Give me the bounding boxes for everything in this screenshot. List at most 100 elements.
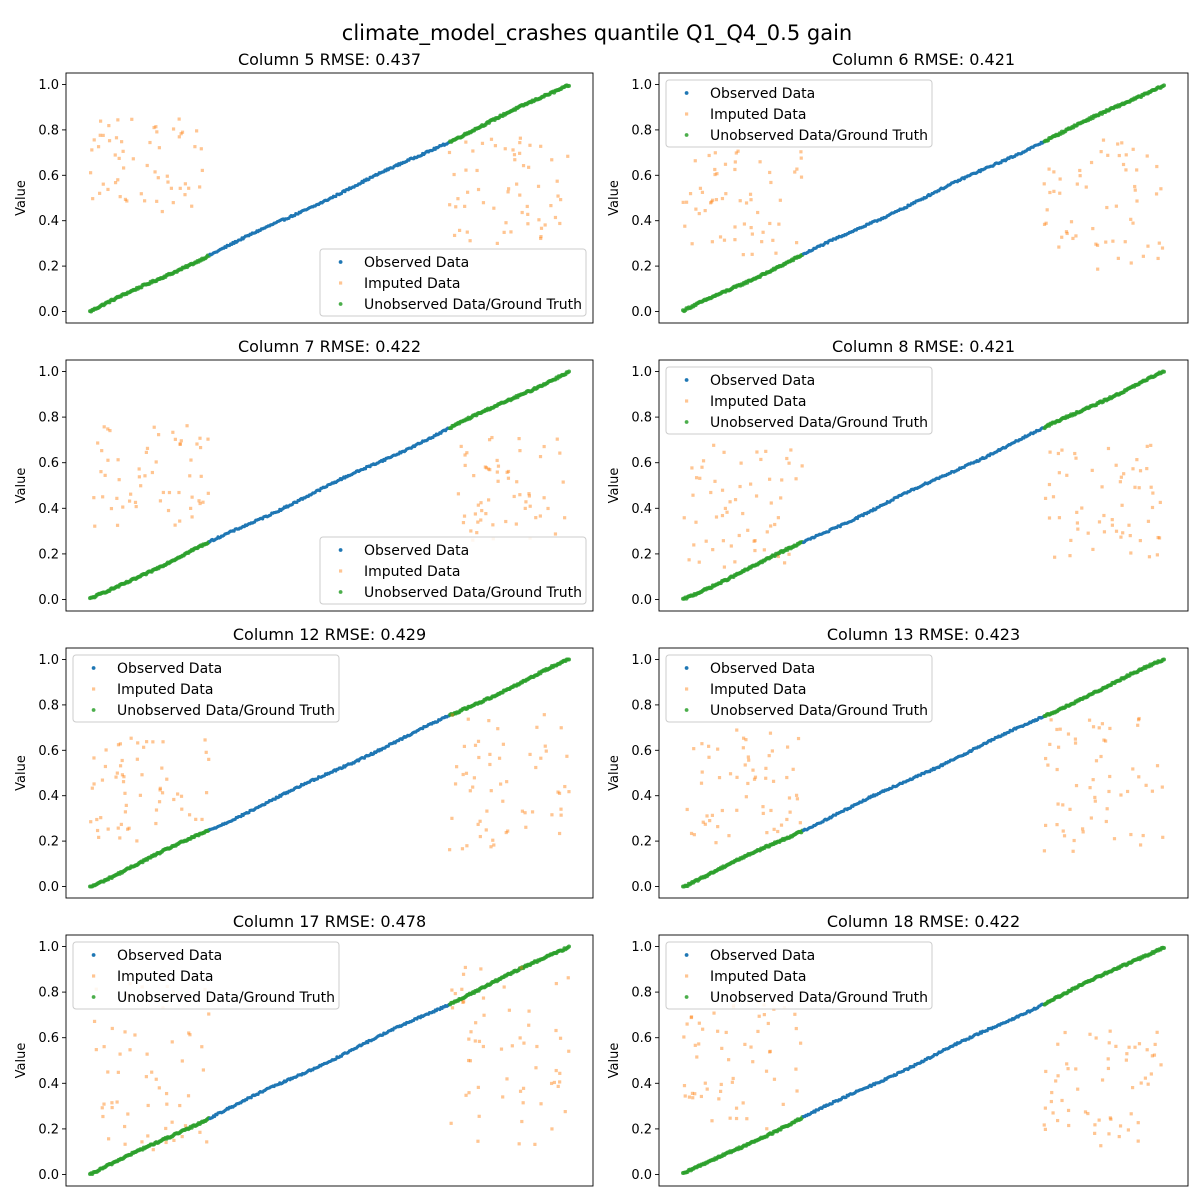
imputed-point	[750, 232, 754, 236]
imputed-point	[1105, 807, 1109, 811]
imputed-point	[165, 777, 169, 781]
imputed-point	[530, 810, 535, 814]
imputed-point	[190, 495, 194, 499]
imputed-point	[765, 831, 769, 835]
imputed-point	[1078, 174, 1082, 178]
imputed-point	[484, 828, 488, 832]
imputed-point	[538, 454, 543, 459]
y-tick-label: 0.6	[631, 456, 652, 471]
imputed-point	[101, 133, 105, 137]
ground-truth-point	[1162, 657, 1166, 662]
imputed-point	[1094, 1036, 1098, 1040]
imputed-point	[90, 148, 94, 152]
imputed-point	[561, 480, 565, 484]
y-tick-label: 0.0	[38, 305, 59, 320]
imputed-point	[1104, 240, 1108, 244]
imputed-point	[519, 966, 523, 970]
imputed-point	[764, 1069, 769, 1073]
imputed-point	[690, 1091, 695, 1095]
imputed-point	[501, 799, 505, 803]
imputed-point	[460, 847, 465, 851]
imputed-point	[129, 492, 133, 496]
imputed-point	[552, 1080, 556, 1085]
imputed-point	[785, 456, 789, 461]
imputed-point	[117, 156, 121, 160]
imputed-point	[539, 226, 544, 230]
imputed-point	[744, 201, 749, 205]
y-tick-label: 0.2	[38, 835, 59, 850]
imputed-point	[709, 200, 714, 204]
imputed-point	[760, 240, 764, 244]
legend-marker	[339, 281, 343, 285]
imputed-point	[123, 1030, 127, 1034]
imputed-point	[1094, 242, 1098, 246]
legend-label: Observed Data	[710, 661, 815, 677]
imputed-point	[527, 165, 531, 169]
imputed-point	[700, 190, 705, 194]
imputed-point	[167, 490, 172, 495]
imputed-point	[759, 457, 763, 462]
imputed-point	[756, 1029, 760, 1034]
imputed-point	[550, 158, 554, 162]
imputed-point	[1063, 1030, 1067, 1035]
imputed-point	[710, 813, 714, 817]
imputed-point	[1133, 485, 1137, 489]
imputed-point	[753, 775, 758, 779]
imputed-point	[689, 831, 694, 836]
imputed-point	[734, 1106, 739, 1110]
legend-label: Observed Data	[117, 948, 222, 964]
imputed-point	[496, 464, 501, 468]
imputed-point	[158, 788, 162, 792]
imputed-point	[471, 785, 475, 789]
imputed-point	[714, 841, 718, 845]
imputed-point	[469, 529, 473, 533]
imputed-point	[1048, 742, 1052, 746]
imputed-point	[450, 713, 454, 717]
imputed-point	[558, 221, 562, 226]
imputed-point	[1121, 162, 1126, 167]
imputed-point	[798, 821, 802, 825]
imputed-point	[1149, 485, 1153, 489]
axes-frame	[65, 359, 594, 612]
imputed-point	[140, 1140, 144, 1144]
axes-frame	[658, 647, 1189, 899]
imputed-point	[1145, 154, 1149, 158]
imputed-point	[1155, 764, 1160, 768]
imputed-point	[690, 242, 694, 246]
imputed-point	[1069, 538, 1073, 543]
imputed-point	[779, 823, 784, 827]
imputed-point	[755, 450, 759, 454]
imputed-point	[116, 458, 120, 462]
imputed-point	[722, 565, 726, 569]
imputed-point	[118, 742, 122, 746]
imputed-point	[504, 830, 508, 835]
legend-box	[665, 79, 933, 148]
imputed-point	[161, 740, 165, 744]
imputed-point	[120, 773, 124, 777]
imputed-point	[1071, 849, 1075, 853]
imputed-point	[556, 1084, 560, 1089]
imputed-point	[772, 1077, 777, 1081]
imputed-point	[1065, 1062, 1069, 1066]
imputed-point	[1141, 833, 1145, 838]
imputed-point	[468, 239, 472, 243]
imputed-point	[688, 192, 693, 196]
imputed-point	[716, 1029, 720, 1033]
imputed-point	[199, 474, 203, 478]
imputed-point	[751, 768, 755, 772]
axes-frame	[658, 72, 1189, 324]
imputed-point	[1157, 536, 1162, 540]
imputed-point	[1078, 168, 1082, 173]
subplot-title: Column 17 RMSE: 0.478	[233, 912, 426, 931]
y-axis-label: Value	[607, 468, 622, 504]
imputed-point	[1129, 551, 1133, 555]
imputed-point	[144, 1075, 148, 1079]
imputed-point	[746, 755, 750, 759]
imputed-point	[123, 197, 128, 202]
imputed-point	[505, 1077, 509, 1081]
imputed-point	[1118, 1124, 1123, 1128]
ground-truth-point	[1162, 369, 1166, 374]
imputed-point	[711, 548, 715, 552]
imputed-point	[739, 461, 743, 465]
imputed-point	[527, 492, 531, 496]
